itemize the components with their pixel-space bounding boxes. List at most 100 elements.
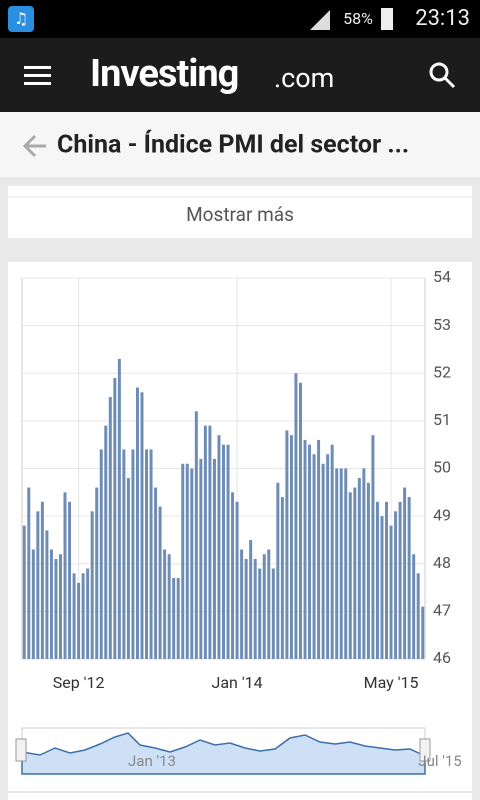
bar — [312, 454, 316, 659]
bar — [353, 487, 357, 659]
bar — [253, 558, 257, 659]
y-tick-label: 49 — [433, 505, 451, 524]
bar — [77, 582, 81, 659]
battery-text: 58% — [343, 9, 373, 28]
bar — [335, 468, 339, 659]
x-tick-label: May '15 — [364, 673, 419, 692]
bar — [298, 382, 302, 659]
bar — [49, 549, 53, 659]
bar — [172, 578, 176, 659]
bar — [63, 492, 67, 659]
bar — [321, 463, 325, 659]
menu-button[interactable] — [24, 66, 51, 85]
bar — [344, 468, 348, 659]
title-bar — [0, 112, 480, 178]
bar — [99, 449, 103, 659]
navigator-label: Jul '15 — [418, 752, 461, 770]
x-tick-label: Jan '14 — [212, 673, 263, 692]
bar — [366, 482, 370, 659]
bar — [90, 511, 94, 659]
page-title: China - Índice PMI del sector ... — [57, 129, 409, 160]
brand-suffix: .com — [274, 62, 334, 94]
bar — [280, 497, 284, 659]
y-tick-label: 52 — [433, 362, 451, 381]
bar — [58, 554, 62, 659]
bar — [117, 358, 121, 659]
bar — [317, 439, 321, 659]
bar — [68, 501, 72, 659]
bar — [326, 454, 330, 659]
bar — [385, 501, 389, 659]
bar — [72, 573, 76, 659]
bar — [285, 430, 289, 659]
y-tick-label: 53 — [433, 315, 451, 334]
bar — [31, 549, 35, 659]
bar — [231, 492, 235, 659]
bar — [398, 501, 402, 659]
bar — [380, 516, 384, 659]
bar — [113, 378, 117, 659]
bar — [308, 444, 312, 659]
navigator-area — [21, 732, 426, 775]
bar — [330, 444, 334, 659]
bar — [222, 444, 225, 659]
bar — [235, 501, 239, 659]
bar — [194, 411, 198, 659]
bar — [54, 558, 58, 659]
bar — [217, 435, 221, 659]
bar — [190, 468, 194, 659]
y-tick-label: 48 — [433, 553, 451, 572]
bar — [145, 449, 149, 659]
bar — [389, 525, 393, 659]
bar — [294, 373, 298, 659]
music-glyph: ♫ — [14, 9, 28, 28]
menu-line — [24, 66, 51, 69]
bar — [27, 487, 31, 659]
bar — [154, 487, 158, 659]
bar — [303, 439, 307, 659]
bar — [258, 568, 262, 659]
chart-card — [8, 262, 472, 800]
bar — [95, 487, 99, 659]
bar — [348, 492, 352, 659]
clock: 23:13 — [415, 6, 470, 31]
bar — [421, 606, 425, 659]
show-more-card — [8, 186, 472, 238]
bar — [375, 501, 379, 659]
bar — [262, 554, 266, 659]
bar — [122, 449, 126, 659]
show-more-button[interactable]: Mostrar más — [186, 203, 294, 226]
bar — [203, 425, 207, 659]
bar — [81, 573, 85, 659]
search-button[interactable] — [429, 62, 456, 89]
bar — [212, 458, 216, 659]
bar — [362, 468, 366, 659]
bar — [185, 463, 189, 659]
bar — [226, 444, 230, 659]
bar — [45, 530, 49, 659]
bar — [140, 392, 144, 659]
y-tick-label: 51 — [433, 410, 451, 429]
bar — [394, 511, 398, 659]
bar — [289, 435, 293, 659]
bar — [271, 568, 275, 659]
y-tick-label: 46 — [433, 648, 451, 667]
bar — [276, 482, 280, 659]
bar — [167, 554, 171, 659]
bar — [412, 554, 416, 659]
bar — [416, 573, 420, 659]
bar — [244, 558, 248, 659]
navigator-handle[interactable] — [419, 738, 431, 762]
bar — [126, 478, 130, 659]
bar — [86, 568, 90, 659]
back-button[interactable] — [22, 134, 46, 158]
music-icon — [8, 6, 34, 32]
navigator-handle[interactable] — [15, 738, 27, 762]
bar — [199, 458, 203, 659]
bar — [22, 525, 26, 659]
bar — [267, 549, 271, 659]
bar — [131, 449, 135, 659]
app-bar — [0, 38, 480, 112]
bar — [176, 578, 180, 659]
